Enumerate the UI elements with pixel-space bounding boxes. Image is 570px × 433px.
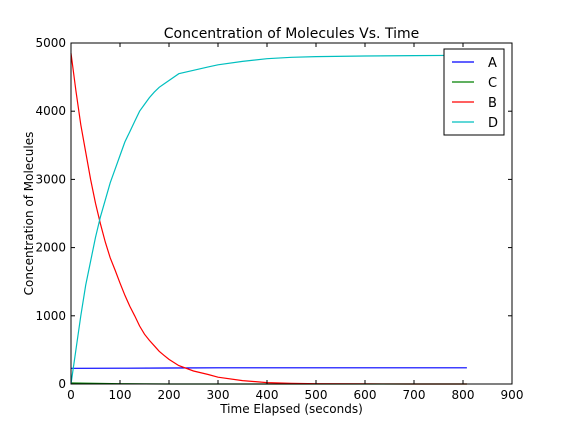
legend-label-a: A <box>488 56 497 71</box>
x-tick-label: 900 <box>501 388 524 402</box>
x-tick-label: 800 <box>452 388 475 402</box>
x-tick-label: 600 <box>354 388 377 402</box>
y-tick-label: 0 <box>58 377 66 391</box>
ticks-layer: 0 100 200 300 400 500 600 700 800 900 0 1000 2000 300… <box>35 36 523 402</box>
x-axis-title: Time Elapsed (seconds) <box>219 402 363 416</box>
x-tick-label: 100 <box>109 388 132 402</box>
legend-label-d: D <box>488 116 498 131</box>
series-line-b <box>70 53 467 385</box>
x-tick-label: 500 <box>305 388 328 402</box>
y-tick-label: 3000 <box>35 172 66 186</box>
chart-title: Concentration of Molecules Vs. Time <box>164 26 419 42</box>
plot-frame <box>70 42 513 385</box>
y-axis-title: Concentration of Molecules <box>22 132 36 296</box>
y-tick-label: 5000 <box>35 36 66 50</box>
legend-label-c: C <box>488 76 497 91</box>
x-tick-label: 300 <box>207 388 230 402</box>
legend-label-b: B <box>488 96 497 111</box>
series-line-a <box>70 367 467 369</box>
y-tick-label: 1000 <box>35 309 66 323</box>
legend-box <box>443 48 505 136</box>
y-tick-label: 2000 <box>35 241 66 255</box>
x-tick-label: 0 <box>67 388 75 402</box>
series-layer <box>70 53 467 385</box>
series-line-d <box>70 54 467 385</box>
x-tick-label: 400 <box>256 388 279 402</box>
x-tick-label: 700 <box>403 388 426 402</box>
x-tick-label: 200 <box>158 388 181 402</box>
y-tick-label: 4000 <box>35 104 66 118</box>
